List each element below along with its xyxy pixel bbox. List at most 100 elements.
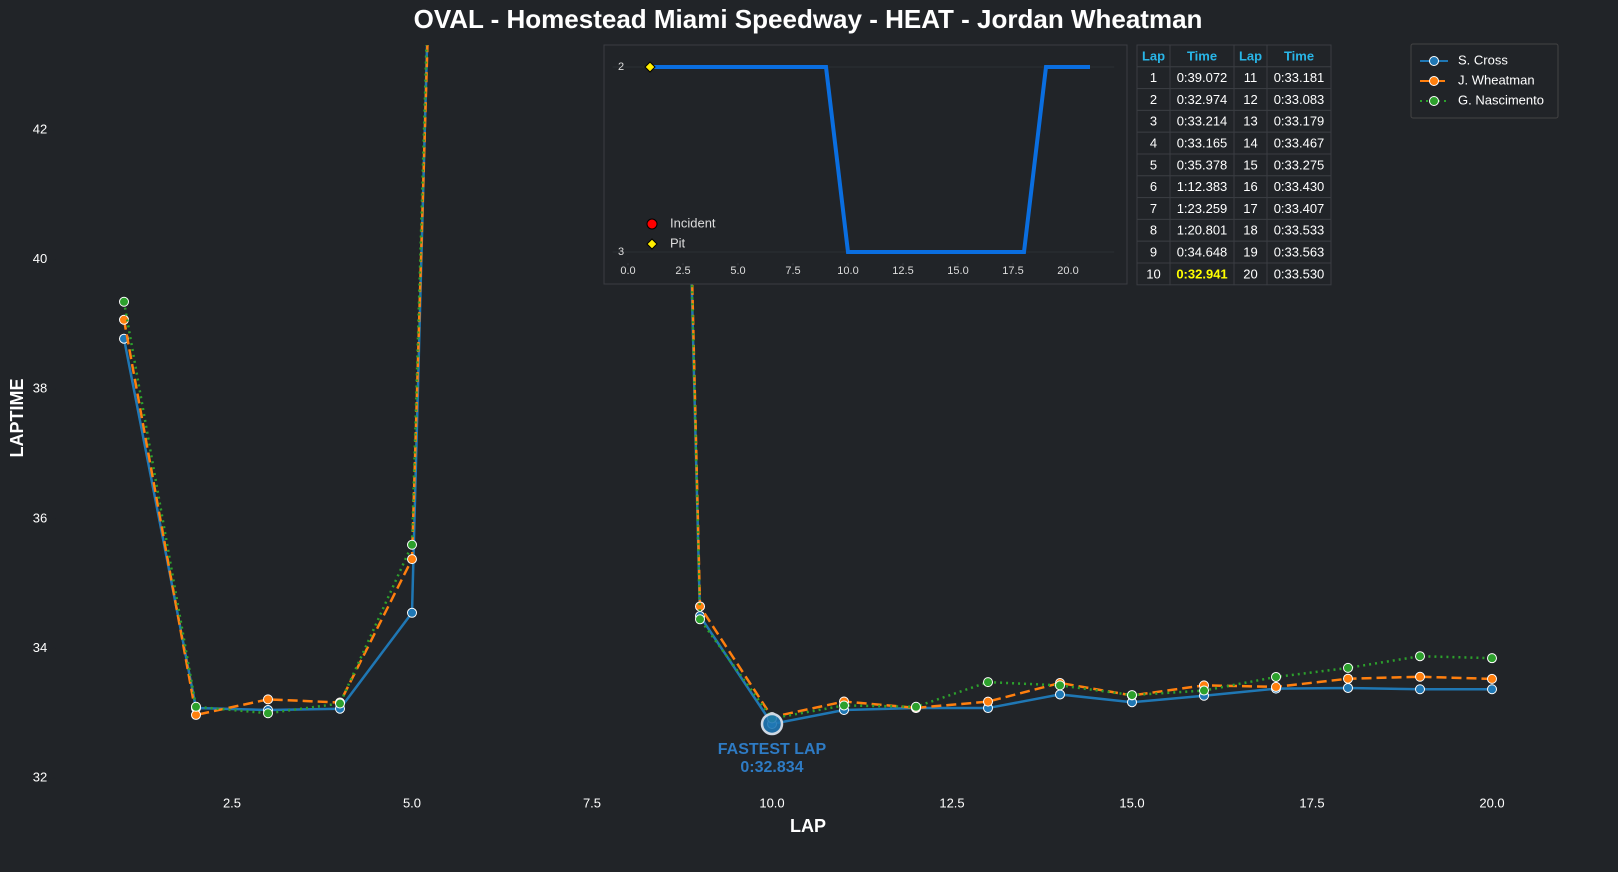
data-point <box>263 694 273 705</box>
table-cell-text: 18 <box>1243 223 1257 238</box>
data-point <box>911 701 921 712</box>
x-tick-label: 15.0 <box>1119 795 1144 810</box>
inset-legend-label: Pit <box>670 235 686 250</box>
table-cell-text: 0:33.407 <box>1274 201 1325 216</box>
data-point <box>191 709 201 720</box>
x-tick-label: 2.5 <box>223 795 241 810</box>
table-cell-text: 0:33.165 <box>1177 136 1228 151</box>
inset-legend-marker <box>646 218 658 230</box>
legend-label: G. Nascimento <box>1458 92 1544 107</box>
table-header: Time <box>1187 48 1217 63</box>
table-cell-text: 0:34.648 <box>1177 245 1228 260</box>
table-cell-text: 17 <box>1243 201 1257 216</box>
inset-x-tick-label: 12.5 <box>892 265 913 277</box>
table-cell-text: 11 <box>1244 70 1258 85</box>
data-point <box>983 696 993 707</box>
table-header: Time <box>1284 48 1314 63</box>
series-line <box>122 45 1493 720</box>
data-point <box>191 701 201 712</box>
data-point <box>1271 681 1281 692</box>
table-cell-text: 2 <box>1150 92 1157 107</box>
table-cell-text: 0:33.181 <box>1274 70 1325 85</box>
legend-marker <box>1429 56 1439 66</box>
annotation-label: FASTEST LAP <box>718 741 827 758</box>
inset-legend-label: Incident <box>670 215 716 230</box>
table-cell-text: 0:33.179 <box>1274 114 1325 129</box>
y-axis-label: LAPTIME <box>7 379 27 458</box>
position-line <box>650 65 1090 254</box>
data-point <box>1055 689 1065 700</box>
data-point <box>1127 690 1137 701</box>
inset-x-tick-label: 2.5 <box>675 265 690 277</box>
data-point <box>335 698 345 709</box>
table-cell-text: 0:33.214 <box>1177 114 1228 129</box>
table-cell-text: 4 <box>1150 136 1157 151</box>
table-cell-text: 0:39.072 <box>1177 70 1228 85</box>
data-point <box>1055 680 1065 691</box>
table-cell-text: 19 <box>1243 245 1257 260</box>
table-cell-text: 0:32.974 <box>1177 92 1228 107</box>
table-cell-text: 1:12.383 <box>1177 179 1228 194</box>
table-cell-text: 0:33.563 <box>1274 245 1325 260</box>
table-cell-text: 8 <box>1150 223 1157 238</box>
table-cell-text: 0:35.378 <box>1177 157 1228 172</box>
table-cell-text: 1:20.801 <box>1177 223 1228 238</box>
table-cell-text: 0:33.083 <box>1274 92 1325 107</box>
table-header: Lap <box>1239 48 1262 63</box>
table-cell-text: 16 <box>1243 179 1257 194</box>
table-cell-text: 9 <box>1150 245 1157 260</box>
data-point <box>983 677 993 688</box>
legend-marker <box>1429 76 1439 86</box>
data-point <box>1415 651 1425 662</box>
y-tick-label: 40 <box>33 251 47 266</box>
data-point <box>1415 684 1425 695</box>
chart-title: OVAL - Homestead Miami Speedway - HEAT -… <box>414 4 1203 34</box>
table-cell-text: 6 <box>1150 179 1157 194</box>
inset-x-tick-label: 20.0 <box>1057 265 1078 277</box>
x-tick-label: 5.0 <box>403 795 421 810</box>
x-axis-label: LAP <box>790 816 826 836</box>
table-cell-text: 0:33.467 <box>1274 136 1325 151</box>
data-point <box>1199 685 1209 696</box>
data-point <box>119 314 129 325</box>
data-point <box>1343 673 1353 684</box>
x-tick-label: 7.5 <box>583 795 601 810</box>
x-tick-label: 17.5 <box>1299 795 1324 810</box>
table-cell-text: 5 <box>1150 157 1157 172</box>
legend-label: J. Wheatman <box>1458 72 1535 87</box>
legend-box <box>1410 43 1559 119</box>
data-point <box>263 708 273 719</box>
inset-x-tick-label: 5.0 <box>730 265 745 277</box>
data-point <box>119 296 129 307</box>
data-point <box>407 607 417 618</box>
table-cell-text: 0:32.941 <box>1176 266 1227 281</box>
data-point <box>1415 671 1425 682</box>
data-point <box>1271 671 1281 682</box>
table-cell-text: 20 <box>1243 266 1257 281</box>
legend-marker <box>1429 96 1439 106</box>
y-tick-label: 34 <box>33 640 47 655</box>
inset-y-tick-label: 3 <box>618 246 624 258</box>
table-cell-text: 0:33.530 <box>1274 266 1325 281</box>
table-cell-text: 0:33.430 <box>1274 179 1325 194</box>
table-cell-text: 15 <box>1243 157 1257 172</box>
table-cell-text: 1:23.259 <box>1177 201 1228 216</box>
fastest-lap-marker <box>760 712 784 736</box>
table-cell-text: 7 <box>1150 201 1157 216</box>
inset-x-tick-label: 10.0 <box>837 265 858 277</box>
table-cell-text: 10 <box>1146 266 1160 281</box>
x-tick-label: 20.0 <box>1479 795 1504 810</box>
data-point <box>407 554 417 565</box>
inset-x-tick-label: 15.0 <box>947 265 968 277</box>
table-cell-text: 0:33.533 <box>1274 223 1325 238</box>
inset-x-tick-label: 0.0 <box>620 265 635 277</box>
data-point <box>1343 662 1353 673</box>
inset-y-tick-label: 2 <box>618 61 624 73</box>
table-cell-text: 12 <box>1243 92 1257 107</box>
table-cell-text: 0:33.275 <box>1274 157 1325 172</box>
table-cell-text: 14 <box>1243 136 1257 151</box>
table-header: Lap <box>1142 48 1165 63</box>
table-cell-text: 13 <box>1243 114 1257 129</box>
